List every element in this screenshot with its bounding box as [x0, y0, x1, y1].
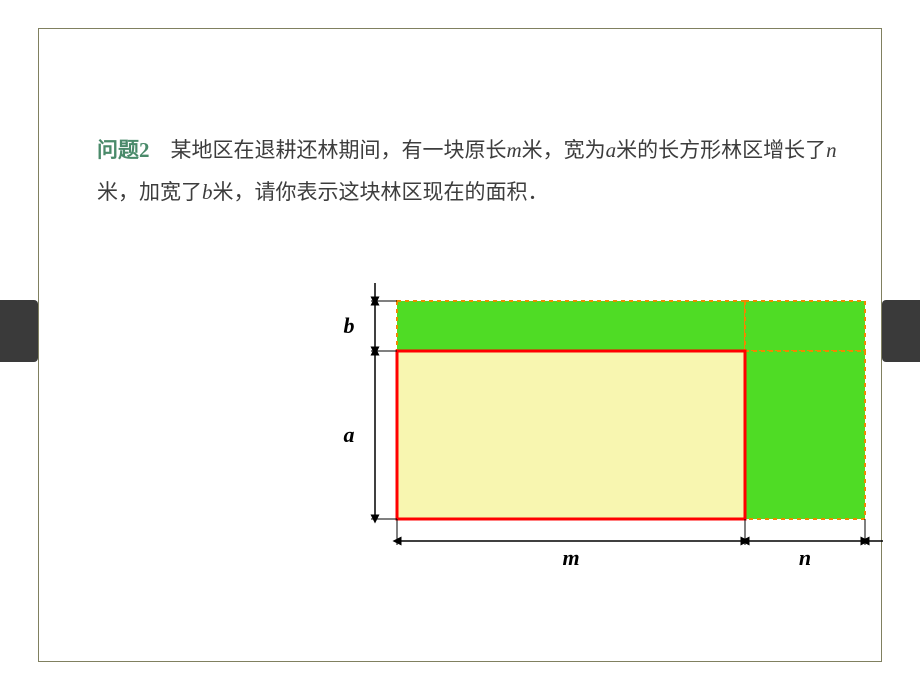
q-seg1: 某地区在退耕还林期间，有一块原长 — [171, 138, 507, 162]
svg-text:b: b — [344, 313, 355, 338]
question-text: 问题2 某地区在退耕还林期间，有一块原长m米，宽为a米的长方形林区增长了n 米，加… — [97, 129, 837, 213]
slide-frame: 问题2 某地区在退耕还林期间，有一块原长m米，宽为a米的长方形林区增长了n米，加… — [38, 28, 882, 662]
var-m: m — [507, 138, 522, 162]
var-n: n — [826, 138, 837, 162]
var-b: b — [202, 180, 213, 204]
q-seg3: 米的长方形林区增长了 — [616, 138, 826, 162]
var-a: a — [606, 138, 617, 162]
svg-text:a: a — [344, 422, 355, 447]
left-stub — [0, 300, 38, 362]
svg-text:m: m — [562, 545, 579, 570]
svg-text:n: n — [799, 545, 811, 570]
area-diagram: b a m n — [319, 269, 919, 589]
q-seg5: 米，请你表示这块林区现在的面积． — [213, 180, 549, 204]
q-seg4: 米，加宽了 — [97, 180, 202, 204]
question-label: 问题2 — [97, 138, 150, 162]
q-seg2: 米，宽为 — [522, 138, 606, 162]
